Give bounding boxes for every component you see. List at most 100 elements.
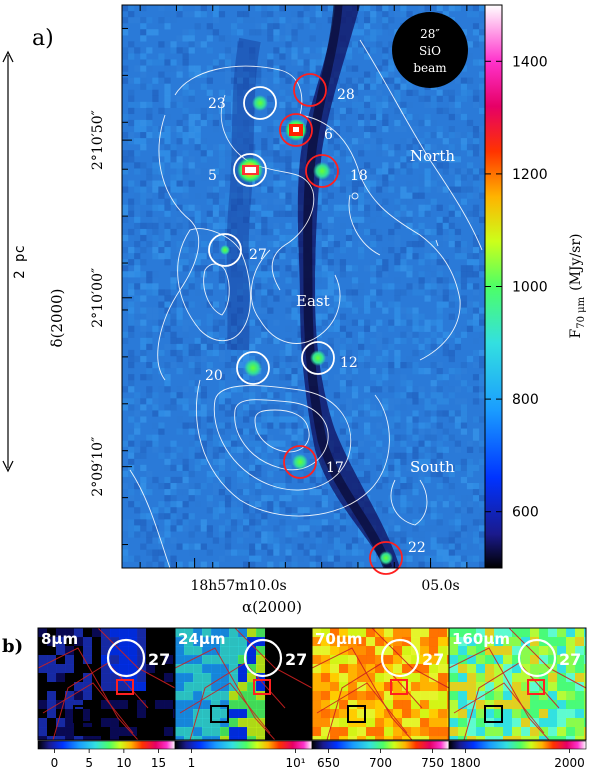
- subpanel-pixel: [357, 655, 367, 665]
- subpanel-pixel: [101, 727, 111, 737]
- subpanel-pixel: [348, 646, 358, 656]
- subpanel-pixel: [393, 727, 403, 737]
- subpanel-pixel: [584, 646, 586, 656]
- subpanel-pixel: [566, 736, 576, 740]
- map-pixels: [122, 5, 485, 568]
- subpanel-pixel: [321, 664, 331, 674]
- subpanel-pixel: [548, 637, 558, 647]
- subpanel-pixel: [366, 637, 376, 647]
- subpanel-pixel: [503, 727, 513, 737]
- subpanel-pixel: [566, 673, 576, 683]
- subpanel-pixel: [83, 709, 93, 719]
- subpanel-pixel: [301, 664, 311, 674]
- subpanel-pixel: [393, 655, 403, 665]
- subpanel-pixel: [184, 682, 194, 692]
- subpanel-pixel: [238, 646, 248, 656]
- subpanel-pixel: [256, 700, 266, 710]
- subpanel-pixel: [429, 727, 439, 737]
- subpanel-pixel: [312, 673, 322, 683]
- y-tick-label: 2°10′00″: [90, 268, 106, 328]
- subpanel-pixel: [119, 700, 129, 710]
- subpanel-pixel: [83, 664, 93, 674]
- subpanel-pixel: [146, 727, 156, 737]
- subpanel-pixel: [357, 727, 367, 737]
- subpanel-pixel: [83, 628, 93, 638]
- subpanel-pixel: [238, 628, 248, 638]
- subpanel-pixel: [411, 709, 421, 719]
- subpanel-pixel: [458, 736, 468, 740]
- subpanel-pixel: [173, 655, 175, 665]
- subpanel-pixel: [310, 628, 312, 638]
- subpanel-pixel: [128, 727, 138, 737]
- subpanel-pixel: [83, 700, 93, 710]
- subpanel-contours: [449, 628, 586, 740]
- subpanel-pixel: [38, 655, 48, 665]
- subpanel-pixel: [119, 727, 129, 737]
- subpanel-pixel: [420, 736, 430, 740]
- subpanel-pixel: [494, 700, 504, 710]
- subpanel-pixel: [137, 673, 147, 683]
- subpanel-pixel: [175, 628, 185, 638]
- subpanel-pixel: [283, 664, 293, 674]
- subpanel-pixel: [476, 718, 486, 728]
- subpanel-pixel: [402, 691, 412, 701]
- subpanel-pixel: [339, 628, 349, 638]
- subpanel-pixel: [485, 700, 495, 710]
- subpanel-pixel: [312, 709, 322, 719]
- subpanel-pixel: [375, 673, 385, 683]
- subpanel-pixel: [193, 646, 203, 656]
- subpanel-pixel: [173, 628, 175, 638]
- subpanel-pixel: [312, 682, 322, 692]
- subpanel-pixel: [110, 682, 120, 692]
- subpanel-pixel: [467, 736, 477, 740]
- subpanel-pixel: [173, 691, 175, 701]
- subpanel-pixel: [175, 655, 185, 665]
- subpanel-pixel: [92, 646, 102, 656]
- source-circle-5: [233, 153, 267, 187]
- subpanel-pixel: [449, 709, 459, 719]
- subpanel-pixel: [521, 727, 531, 737]
- subpanel-red-square: [390, 679, 408, 695]
- subpanel-pixel: [512, 646, 522, 656]
- subpanel-pixel: [65, 727, 75, 737]
- subpanel-pixel: [83, 637, 93, 647]
- subpanel-pixel: [38, 637, 48, 647]
- subpanel-pixel: [229, 673, 239, 683]
- subpanel-pixel: [74, 691, 84, 701]
- subpanel-pixel: [202, 736, 212, 740]
- subpanel-pixel: [164, 718, 174, 728]
- subpanel-pixel: [575, 727, 585, 737]
- subpanel-wavelength: 8μm: [41, 630, 78, 648]
- subpanel-pixel: [467, 700, 477, 710]
- subpanel-pixel: [429, 736, 439, 740]
- subpanel-pixel: [292, 691, 302, 701]
- subpanel-pixel: [438, 673, 448, 683]
- subpanel-pixel: [348, 637, 358, 647]
- subpanel-pixel: [458, 691, 468, 701]
- source-circle-12: [301, 341, 335, 375]
- subpanel-pixel: [128, 664, 138, 674]
- subpanel-pixel: [92, 628, 102, 638]
- subpanel-pixel: [575, 700, 585, 710]
- subpanel-pixel: [175, 718, 185, 728]
- subpanel-pixel: [101, 637, 111, 647]
- subpanel-pixel: [83, 655, 93, 665]
- subpanel-pixel: [265, 628, 275, 638]
- subpanel-pixel: [494, 655, 504, 665]
- subpanel-pixel: [65, 691, 75, 701]
- subpanel-colorbar-tick-label: 5: [85, 756, 93, 770]
- subpanel-pixel: [238, 655, 248, 665]
- subpanel-pixel: [476, 664, 486, 674]
- subpanel-pixel: [310, 673, 312, 683]
- subpanel-pixel: [175, 691, 185, 701]
- subpanel-pixel: [584, 655, 586, 665]
- subpanel-pixel: [330, 646, 340, 656]
- subpanel-pixel: [74, 736, 84, 740]
- subpanel-pixel: [458, 727, 468, 737]
- subpanel-pixel: [312, 691, 322, 701]
- subpanel-pixel: [512, 637, 522, 647]
- subpanel-pixel: [357, 637, 367, 647]
- subpanel-pixel: [193, 691, 203, 701]
- subpanel-pixel: [47, 736, 57, 740]
- subpanel-pixel: [92, 673, 102, 683]
